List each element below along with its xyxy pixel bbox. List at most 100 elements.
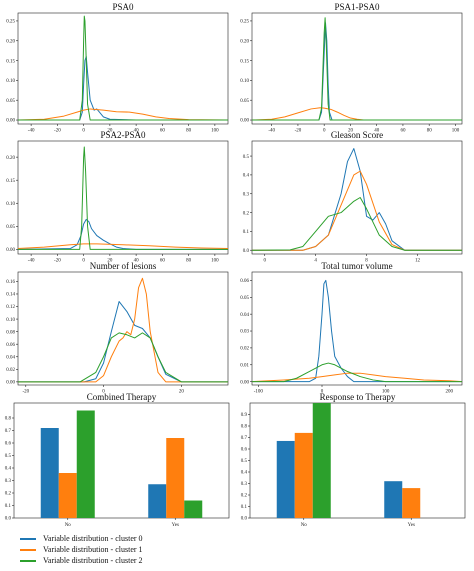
x-tick-label: 12 bbox=[415, 259, 421, 264]
y-tick-label: 0.25 bbox=[6, 20, 15, 25]
x-tick-label: 4 bbox=[314, 259, 317, 264]
legend-swatch-cluster-0 bbox=[20, 537, 36, 540]
y-tick-label: 0.16 bbox=[6, 280, 15, 285]
x-tick-label: Yes bbox=[408, 523, 415, 528]
y-tick-label: 0.7 bbox=[241, 436, 248, 441]
x-tick-label: 100 bbox=[211, 129, 219, 134]
density-line-cluster-1 bbox=[252, 170, 462, 251]
y-tick-label: 0.00 bbox=[240, 380, 249, 385]
y-tick-label: 0.0 bbox=[5, 517, 12, 522]
x-tick-label: 80 bbox=[186, 259, 192, 264]
y-tick-label: 0.25 bbox=[240, 20, 249, 25]
x-tick-label: -100 bbox=[254, 390, 264, 395]
chart-panel-3: PSA2-PSA0 0.00 0.05 0.10 0.15 0.20 -40 -20 0 20 40… bbox=[6, 130, 229, 264]
y-tick-label: 0.15 bbox=[240, 59, 249, 64]
y-tick-label: 0.03 bbox=[240, 330, 249, 335]
x-tick-label: 0 bbox=[321, 390, 324, 395]
x-tick-label: 100 bbox=[452, 129, 460, 134]
x-tick-label: -20 bbox=[295, 129, 302, 134]
density-line-cluster-2 bbox=[251, 197, 462, 251]
bar-cluster-2-no bbox=[312, 403, 331, 518]
density-line-cluster-0 bbox=[18, 56, 228, 121]
x-tick-label: -40 bbox=[28, 259, 35, 264]
y-tick-label: 0.1 bbox=[241, 505, 248, 510]
density-line-cluster-0 bbox=[252, 22, 462, 121]
x-tick-label: 0 bbox=[263, 259, 266, 264]
y-tick-label: 0.9 bbox=[241, 413, 248, 418]
x-tick-label: 20 bbox=[348, 129, 354, 134]
density-line-cluster-2 bbox=[252, 362, 462, 383]
bar-cluster-2-no bbox=[76, 410, 95, 518]
plot-frame bbox=[17, 271, 229, 386]
chart-panel-5: Number of lesions 0.00 0.02 0.04 0.06 0.08 0.1… bbox=[6, 261, 229, 395]
chart-title: Number of lesions bbox=[90, 261, 157, 271]
plot-frame bbox=[251, 271, 463, 386]
chart-title: Total tumor volume bbox=[321, 261, 392, 271]
y-tick-label: 0.3 bbox=[241, 482, 248, 487]
x-tick-label: -40 bbox=[28, 129, 35, 134]
y-tick-label: 0.20 bbox=[240, 39, 249, 44]
x-tick-label: -20 bbox=[54, 129, 61, 134]
y-tick-label: 0.2 bbox=[5, 492, 12, 497]
y-tick-label: 0.00 bbox=[6, 248, 15, 253]
plot-frame bbox=[17, 12, 229, 125]
y-tick-label: 0.5 bbox=[243, 155, 250, 160]
y-tick-label: 0.02 bbox=[240, 347, 249, 352]
legend-swatch-cluster-1 bbox=[20, 548, 36, 551]
chart-panel-6: Total tumor volume 0.00 0.01 0.02 0.03 0.04 0.… bbox=[240, 261, 463, 395]
bar-cluster-1-no bbox=[58, 473, 77, 518]
x-tick-label: No bbox=[65, 523, 72, 528]
legend: Variable distribution - cluster 0 Variab… bbox=[20, 533, 143, 566]
bar-cluster-1-yes bbox=[402, 488, 421, 518]
legend-label-cluster-0: Variable distribution - cluster 0 bbox=[43, 534, 143, 543]
y-tick-label: 0.5 bbox=[5, 454, 12, 459]
y-tick-label: 0.06 bbox=[240, 279, 249, 284]
x-tick-label: 20 bbox=[179, 390, 185, 395]
x-tick-label: 80 bbox=[186, 129, 192, 134]
x-tick-label: 20 bbox=[107, 259, 113, 264]
chart-panel-2: PSA1-PSA0 0.00 0.05 0.10 0.15 0.20 0.25 -40 -20 0… bbox=[240, 2, 463, 134]
chart-title: PSA1-PSA0 bbox=[334, 2, 380, 12]
plot-frame bbox=[251, 12, 463, 125]
bar-cluster-1-no bbox=[294, 432, 313, 518]
y-tick-label: 0.4 bbox=[241, 471, 248, 476]
y-tick-label: 0.00 bbox=[240, 119, 249, 124]
chart-title: Combined Therapy bbox=[87, 392, 157, 402]
y-tick-label: 0.3 bbox=[5, 479, 12, 484]
y-tick-label: 0.10 bbox=[6, 79, 15, 84]
x-tick-label: 20 bbox=[107, 129, 113, 134]
x-tick-label: 0 bbox=[82, 259, 85, 264]
y-tick-label: 0.8 bbox=[241, 425, 248, 430]
y-tick-label: 0.0 bbox=[241, 517, 248, 522]
density-line-cluster-1 bbox=[251, 107, 462, 121]
y-tick-label: 0.20 bbox=[6, 39, 15, 44]
y-tick-label: 0.3 bbox=[243, 192, 250, 197]
y-tick-label: 0.00 bbox=[6, 381, 15, 386]
y-tick-label: 0.15 bbox=[6, 179, 15, 184]
y-tick-label: 0.0 bbox=[243, 249, 250, 254]
x-tick-label: 40 bbox=[134, 259, 140, 264]
density-line-cluster-1 bbox=[18, 277, 228, 383]
y-tick-label: 0.00 bbox=[6, 119, 15, 124]
chart-title: PSA0 bbox=[112, 2, 134, 12]
y-tick-label: 0.05 bbox=[6, 99, 15, 104]
x-tick-label: 0 bbox=[82, 129, 85, 134]
y-tick-label: 0.20 bbox=[6, 156, 15, 161]
x-tick-label: -20 bbox=[22, 390, 29, 395]
y-tick-label: 0.6 bbox=[5, 442, 12, 447]
y-tick-label: 0.08 bbox=[6, 330, 15, 335]
x-tick-label: 100 bbox=[382, 390, 390, 395]
y-tick-label: 0.10 bbox=[6, 318, 15, 323]
y-tick-label: 0.01 bbox=[240, 363, 249, 368]
legend-label-cluster-2: Variable distribution - cluster 2 bbox=[43, 556, 143, 565]
y-tick-label: 0.7 bbox=[5, 429, 12, 434]
density-line-cluster-1 bbox=[17, 108, 229, 121]
density-line-cluster-2 bbox=[252, 17, 462, 121]
density-line-cluster-0 bbox=[18, 301, 228, 383]
density-line-cluster-1 bbox=[17, 243, 229, 249]
y-tick-label: 0.04 bbox=[6, 355, 15, 360]
x-tick-label: 60 bbox=[160, 129, 166, 134]
y-tick-label: 0.4 bbox=[243, 174, 250, 179]
bar-cluster-0-yes bbox=[148, 484, 167, 518]
